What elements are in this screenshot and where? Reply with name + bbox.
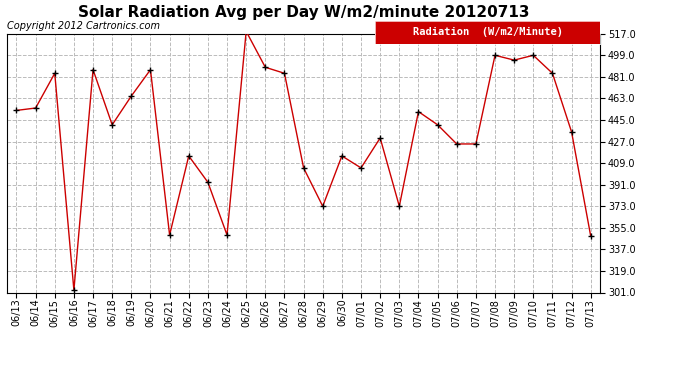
Text: Copyright 2012 Cartronics.com: Copyright 2012 Cartronics.com bbox=[7, 21, 160, 31]
Title: Solar Radiation Avg per Day W/m2/minute 20120713: Solar Radiation Avg per Day W/m2/minute … bbox=[78, 4, 529, 20]
